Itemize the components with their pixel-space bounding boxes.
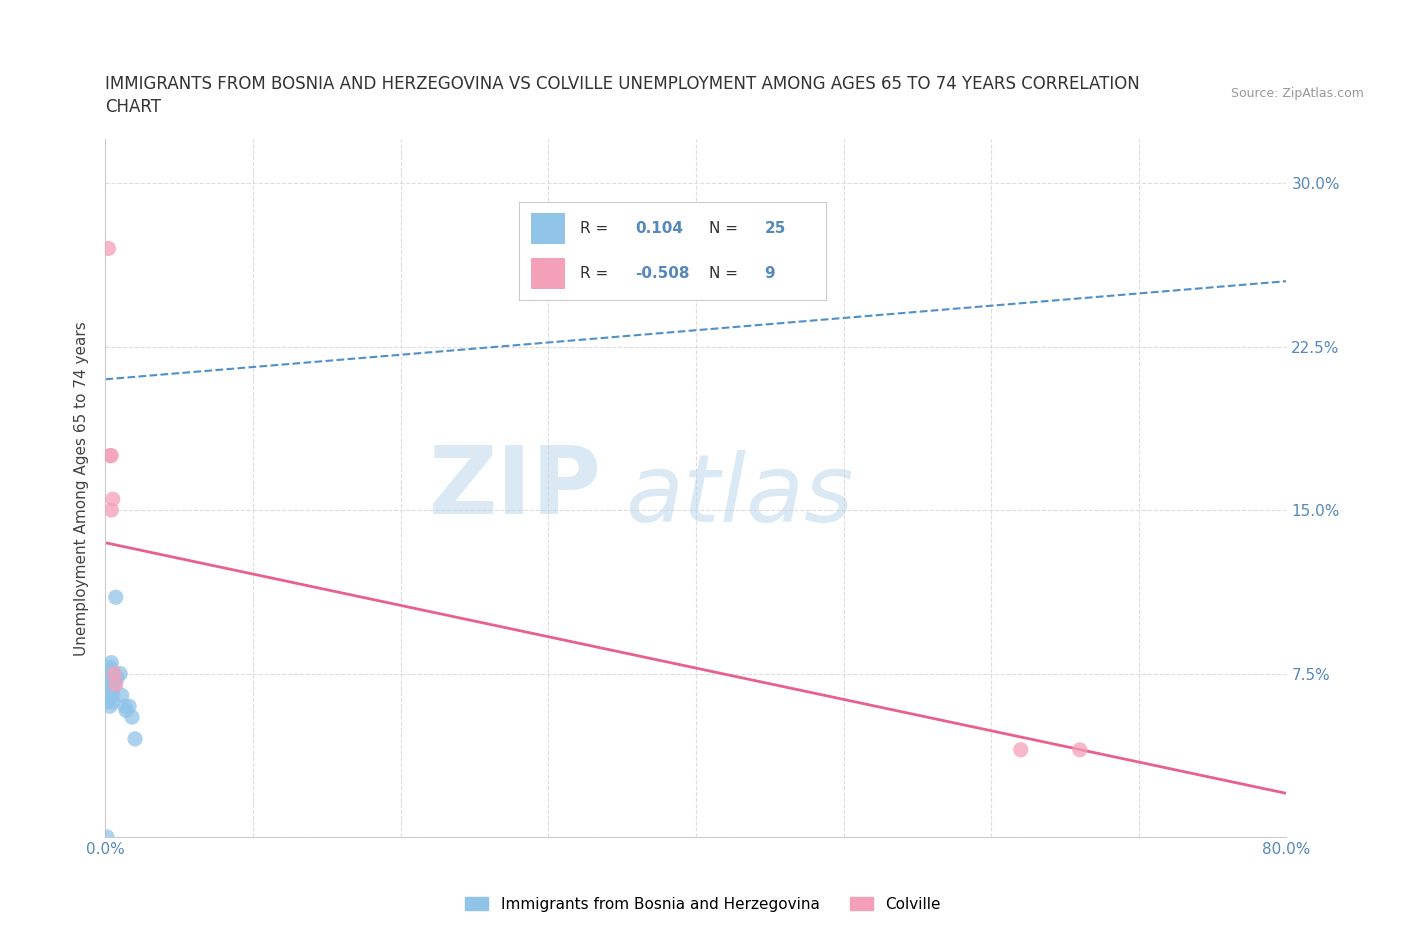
Point xyxy=(96,830,118,844)
Text: atlas: atlas xyxy=(626,450,853,540)
Text: N =: N = xyxy=(709,266,744,281)
Point xyxy=(97,666,120,681)
Point xyxy=(97,241,120,256)
Text: 25: 25 xyxy=(765,221,786,236)
Point xyxy=(103,677,125,692)
Point xyxy=(97,695,120,710)
Point xyxy=(103,666,125,681)
Point xyxy=(124,732,146,747)
Bar xyxy=(531,258,565,289)
Point xyxy=(100,448,122,463)
Point xyxy=(114,698,136,713)
Text: R =: R = xyxy=(581,266,613,281)
Point xyxy=(101,695,124,710)
Text: R =: R = xyxy=(581,221,613,236)
Text: 9: 9 xyxy=(765,266,775,281)
Point xyxy=(118,698,141,713)
Point xyxy=(1010,742,1032,757)
Point xyxy=(100,656,122,671)
Text: Source: ZipAtlas.com: Source: ZipAtlas.com xyxy=(1230,86,1364,100)
Point xyxy=(111,688,134,703)
Point xyxy=(98,659,121,674)
Point xyxy=(96,677,118,692)
Point xyxy=(100,502,122,517)
Point xyxy=(101,682,124,697)
Point xyxy=(100,662,122,677)
Point xyxy=(121,710,143,724)
Point xyxy=(104,677,127,692)
Text: -0.508: -0.508 xyxy=(636,266,690,281)
Legend: Immigrants from Bosnia and Herzegovina, Colville: Immigrants from Bosnia and Herzegovina, … xyxy=(460,890,946,918)
Point xyxy=(105,671,128,685)
Bar xyxy=(531,213,565,245)
Text: ZIP: ZIP xyxy=(429,443,602,534)
Point xyxy=(101,492,124,507)
Text: IMMIGRANTS FROM BOSNIA AND HERZEGOVINA VS COLVILLE UNEMPLOYMENT AMONG AGES 65 TO: IMMIGRANTS FROM BOSNIA AND HERZEGOVINA V… xyxy=(105,74,1140,116)
Point xyxy=(98,448,121,463)
Y-axis label: Unemployment Among Ages 65 to 74 years: Unemployment Among Ages 65 to 74 years xyxy=(75,321,90,656)
Point xyxy=(110,666,132,681)
Text: N =: N = xyxy=(709,221,744,236)
Point xyxy=(115,703,138,718)
Point xyxy=(1069,742,1091,757)
Point xyxy=(104,590,127,604)
Point xyxy=(101,672,124,687)
Point xyxy=(98,698,121,713)
Point xyxy=(97,688,120,703)
Text: 0.104: 0.104 xyxy=(636,221,683,236)
Point xyxy=(98,671,121,685)
Point xyxy=(103,666,125,681)
Point xyxy=(101,688,124,703)
